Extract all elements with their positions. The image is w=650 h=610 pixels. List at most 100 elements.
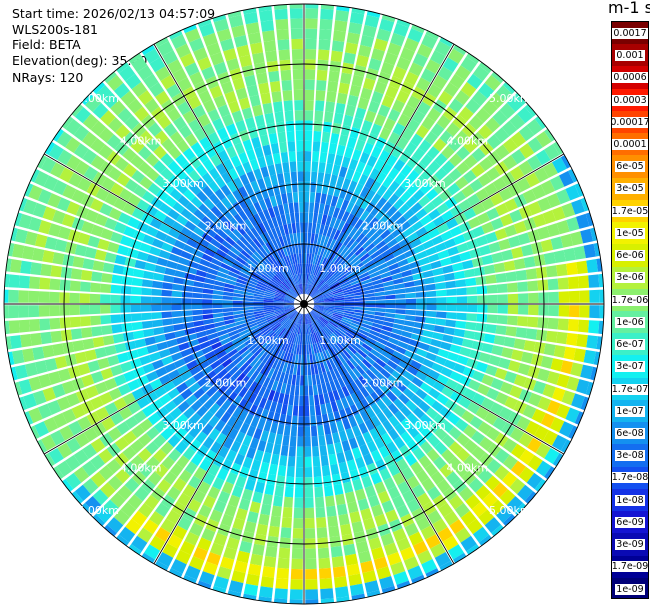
beta-gate — [297, 161, 304, 172]
beta-gate — [290, 171, 298, 183]
beta-gate — [104, 192, 118, 206]
beta-gate — [19, 197, 28, 212]
beta-gate — [24, 231, 38, 246]
beta-gate — [100, 294, 111, 304]
beta-gate — [37, 403, 52, 419]
beta-gate — [199, 341, 211, 350]
beta-gate — [323, 204, 330, 216]
beta-gate — [346, 270, 357, 279]
colorbar-segment: 3e-05 — [612, 177, 648, 201]
beta-gate — [203, 99, 216, 113]
beta-gate — [312, 353, 317, 365]
beta-gate — [318, 282, 327, 291]
beta-gate — [384, 290, 396, 296]
beta-gate — [352, 317, 363, 323]
beta-gate — [127, 98, 143, 114]
beta-gate — [436, 114, 451, 129]
beta-gate — [444, 359, 457, 370]
beta-gate — [349, 357, 359, 368]
beta-gate — [481, 343, 494, 354]
beta-gate — [267, 432, 276, 444]
beta-gate — [252, 543, 265, 556]
beta-gate — [383, 317, 395, 323]
beta-gate — [407, 28, 424, 43]
beta-gate — [360, 198, 371, 210]
beta-gate — [448, 494, 464, 510]
beta-gate — [498, 187, 513, 202]
beta-gate — [525, 268, 538, 280]
beta-gate — [599, 305, 604, 319]
beta-gate — [232, 296, 244, 301]
beta-gate — [56, 197, 71, 212]
beta-gate — [136, 199, 150, 212]
beta-gate — [335, 197, 344, 209]
beta-gate — [369, 365, 380, 376]
beta-gate — [158, 374, 172, 385]
beta-gate — [314, 202, 320, 214]
beta-gate — [436, 304, 447, 311]
beta-gate — [361, 475, 373, 489]
beta-gate — [252, 268, 263, 276]
beta-gate — [399, 150, 412, 164]
beta-gate — [403, 226, 415, 237]
beta-gate — [146, 426, 160, 440]
beta-gate — [358, 44, 372, 58]
beta-gate — [218, 149, 230, 163]
beta-gate — [284, 296, 295, 301]
beta-gate — [248, 192, 258, 204]
beta-gate — [273, 305, 284, 308]
beta-gate — [419, 382, 432, 394]
beta-gate — [196, 405, 208, 418]
beta-gate — [424, 375, 437, 387]
beta-gate — [393, 23, 409, 37]
beta-gate — [423, 323, 435, 331]
beta-gate — [449, 519, 465, 535]
azimuth-spoke — [303, 303, 455, 565]
beta-gate — [341, 397, 350, 409]
beta-gate — [362, 164, 373, 177]
beta-gate — [235, 119, 247, 133]
beta-gate — [326, 276, 336, 285]
beta-gate — [293, 507, 304, 519]
beta-gate — [366, 440, 378, 453]
beta-gate — [469, 178, 484, 193]
beta-gate — [373, 283, 384, 289]
beta-gate — [193, 320, 205, 327]
beta-gate — [225, 362, 236, 372]
beta-gate — [254, 314, 266, 320]
beta-gate — [442, 334, 454, 343]
beta-gate — [308, 274, 312, 285]
beta-gate — [267, 218, 275, 230]
beta-gate — [344, 301, 355, 304]
beta-gate — [249, 240, 259, 251]
beta-gate — [465, 494, 481, 510]
beta-gate — [196, 190, 208, 203]
beta-gate — [354, 378, 364, 390]
beta-gate — [4, 273, 10, 288]
beta-gate — [586, 259, 598, 273]
beta-gate — [227, 348, 238, 358]
beta-gate — [500, 381, 514, 395]
beta-gate — [226, 275, 238, 282]
beta-gate — [315, 332, 321, 342]
beta-gate — [276, 248, 284, 259]
beta-gate — [263, 40, 277, 52]
beta-gate — [334, 299, 345, 303]
beta-gate — [322, 475, 332, 487]
beta-gate — [379, 576, 395, 590]
beta-gate — [509, 478, 526, 495]
beta-gate — [360, 275, 371, 282]
beta-gate — [347, 94, 359, 107]
beta-gate — [366, 336, 377, 345]
beta-gate — [248, 256, 259, 266]
beta-gate — [232, 228, 243, 239]
beta-gate — [330, 132, 340, 145]
beta-gate — [304, 314, 306, 325]
beta-gate — [119, 235, 133, 247]
beta-gate — [100, 228, 114, 241]
beta-gate — [279, 225, 286, 236]
beta-gate — [445, 218, 459, 230]
beta-gate — [154, 265, 166, 274]
beta-gate — [245, 317, 256, 323]
beta-gate — [491, 71, 504, 84]
